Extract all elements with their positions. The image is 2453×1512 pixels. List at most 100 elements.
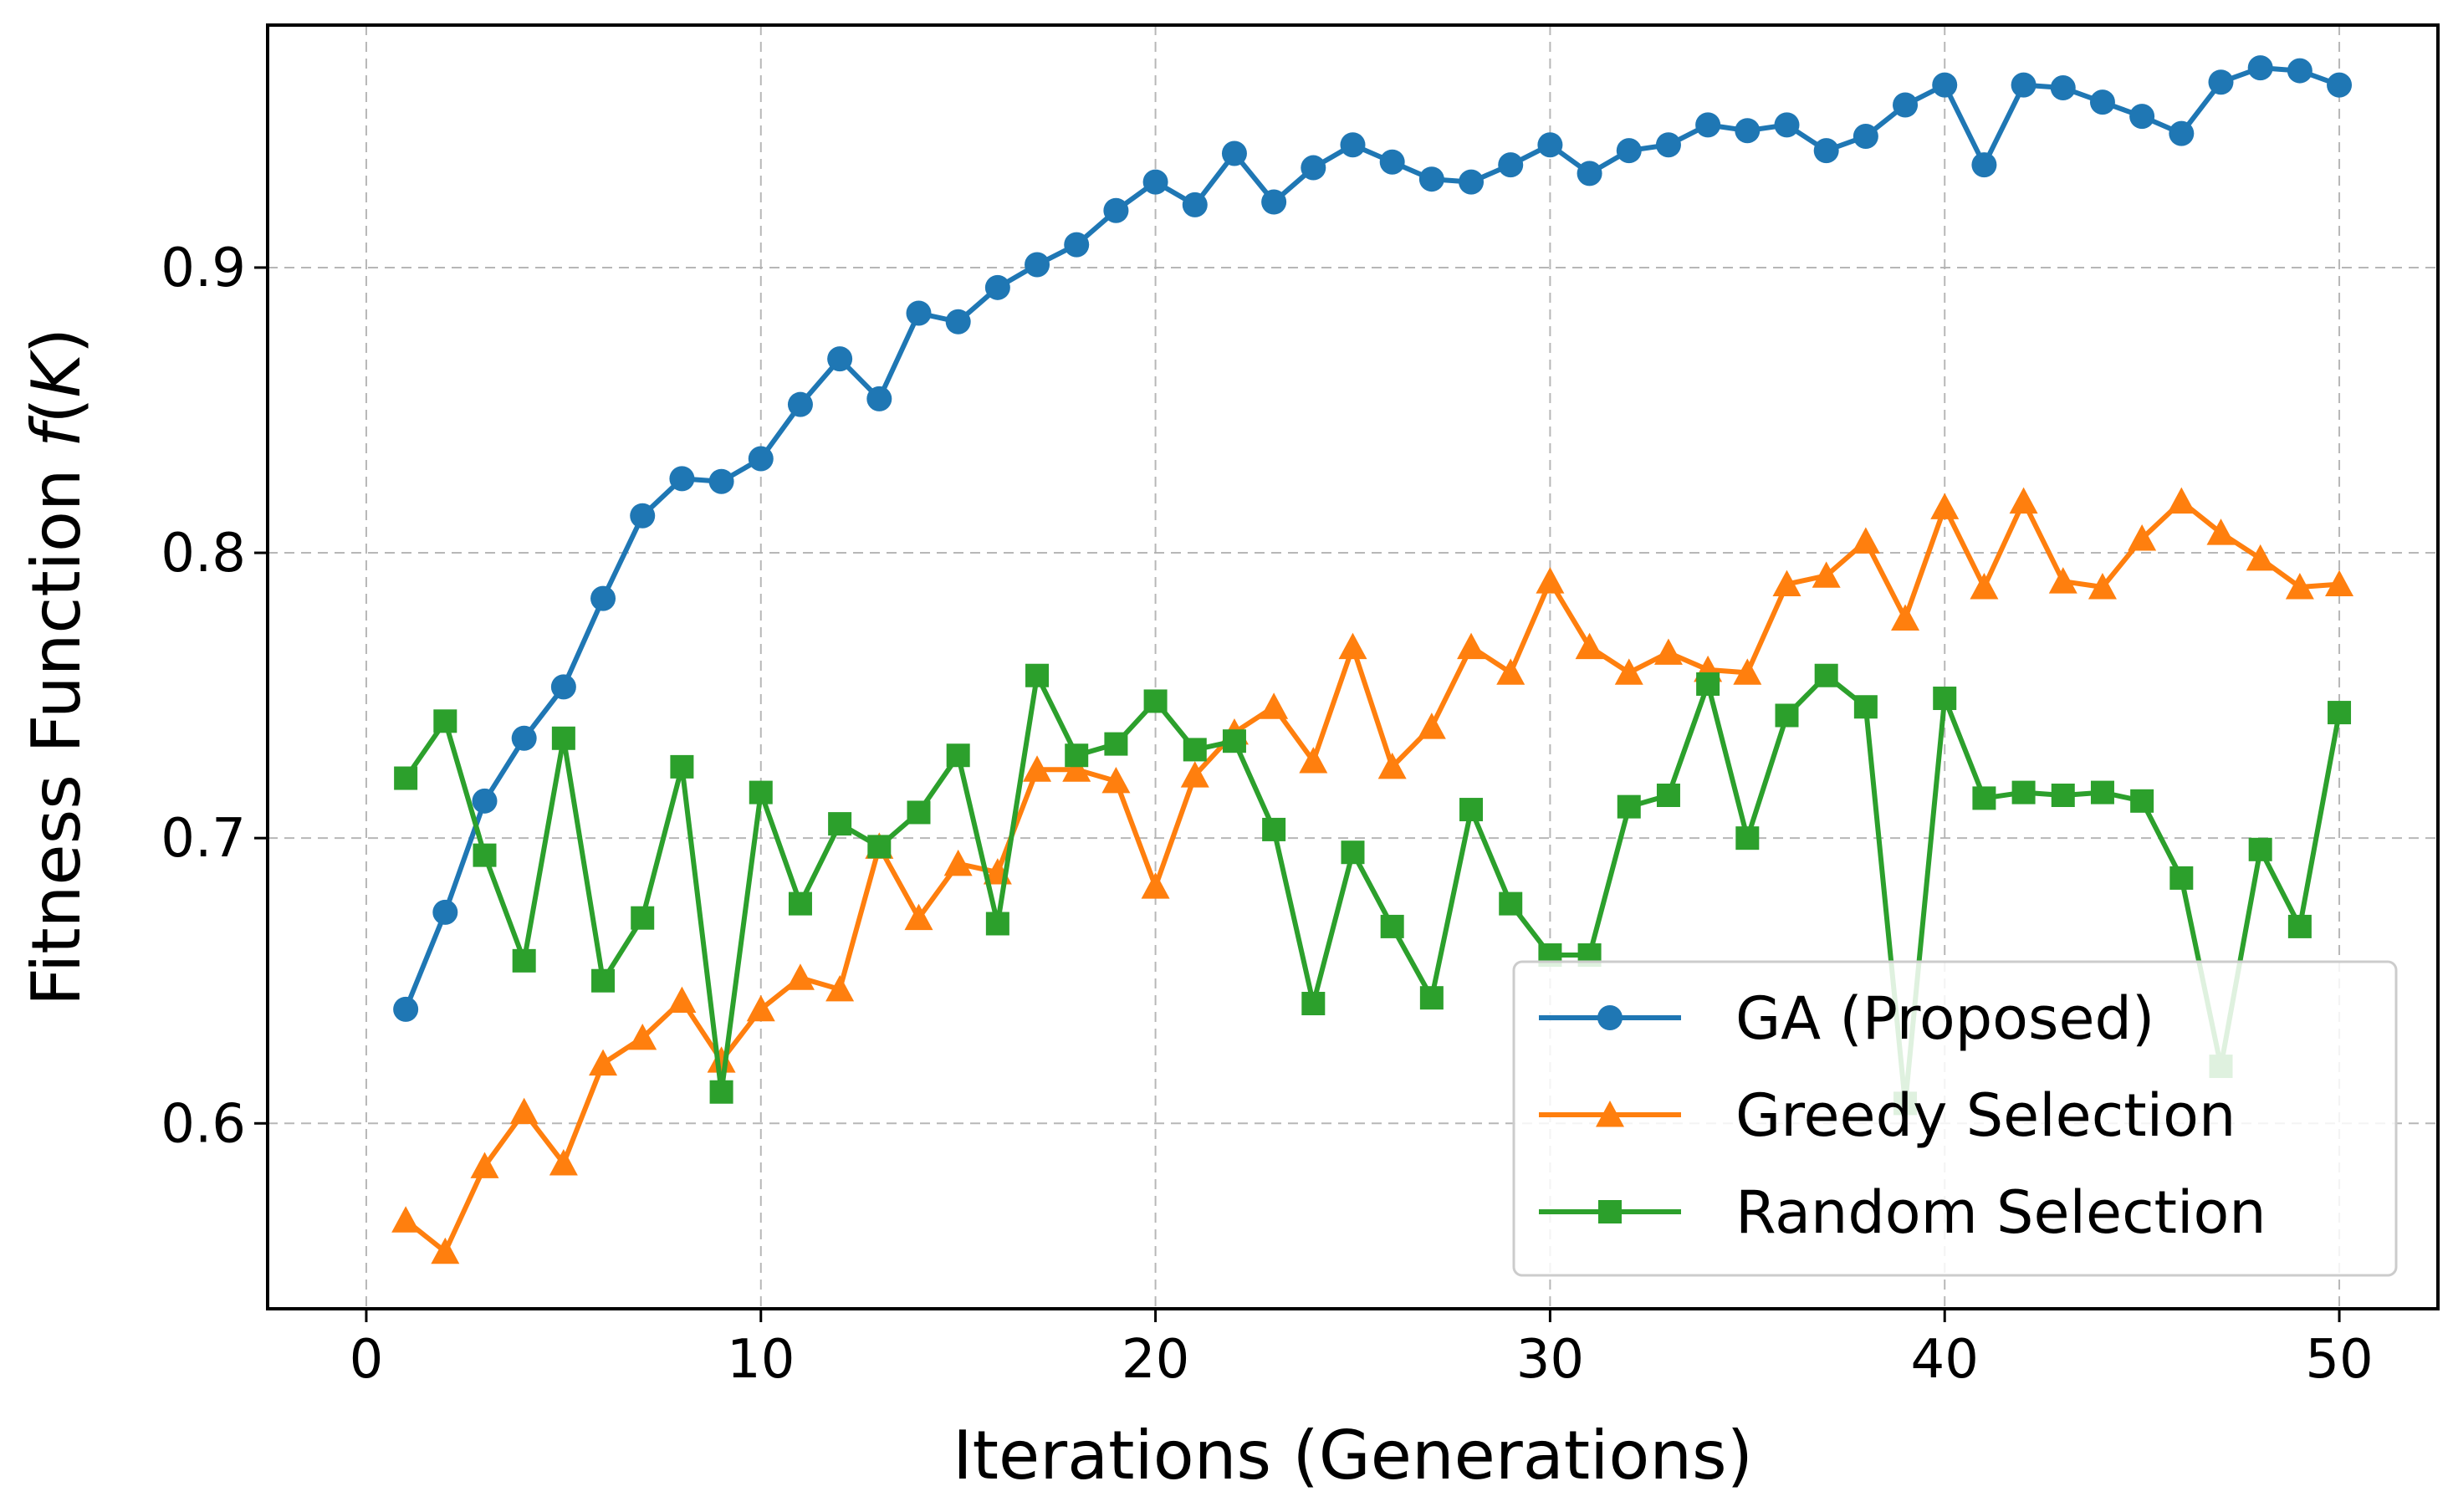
legend-items: GA (Proposed) Greedy Selection Random Sele… <box>1539 984 2266 1247</box>
data-point-greedy-selection <box>549 1149 578 1176</box>
data-point-greedy-selection <box>628 1023 657 1050</box>
data-point-random-selection <box>1262 817 1286 841</box>
legend-item-greedy-selection: Greedy Selection <box>1539 1081 2236 1150</box>
data-point-random-selection <box>2328 701 2352 725</box>
data-point-ga-proposed <box>2169 120 2195 146</box>
data-point-ga-proposed <box>1103 197 1129 223</box>
data-point-greedy-selection <box>1101 766 1131 794</box>
data-point-greedy-selection <box>1772 570 1801 597</box>
data-point-ga-proposed <box>906 300 932 326</box>
y-axis-label-open: ( <box>18 398 95 424</box>
data-point-greedy-selection <box>1180 761 1209 788</box>
data-point-ga-proposed <box>669 466 695 492</box>
data-point-greedy-selection <box>431 1237 460 1264</box>
data-point-ga-proposed <box>1142 169 1168 195</box>
data-point-random-selection <box>709 1080 733 1104</box>
data-point-random-selection <box>433 709 457 733</box>
legend: GA (Proposed) Greedy Selection Random Sele… <box>1512 960 2398 1277</box>
data-point-greedy-selection <box>1812 561 1841 588</box>
data-point-random-selection <box>1419 986 1444 1010</box>
data-point-greedy-selection <box>2128 524 2157 551</box>
y-tick-label: 0.9 <box>161 238 246 299</box>
data-point-ga-proposed <box>2327 72 2353 98</box>
data-point-random-selection <box>2287 914 2312 938</box>
y-axis-label-close: ) <box>18 328 95 354</box>
data-point-ga-proposed <box>708 468 734 494</box>
data-point-random-selection <box>1853 695 1878 719</box>
data-point-ga-proposed <box>1616 138 1642 164</box>
data-point-random-selection <box>1735 826 1760 850</box>
axis-ticks: 0 10 20 30 40 50 0.6 0.7 0.8 0.9 <box>161 238 2374 1391</box>
data-point-random-selection <box>1499 891 1523 916</box>
data-point-random-selection <box>1775 703 1799 728</box>
data-point-greedy-selection <box>707 1046 736 1073</box>
legend-marker-greedy-selection <box>1596 1101 1624 1127</box>
y-axis-label-prefix: Fitness Function <box>18 447 95 1006</box>
data-point-ga-proposed <box>1971 152 1997 178</box>
data-point-ga-proposed <box>1893 92 1919 118</box>
data-point-greedy-selection <box>2167 487 2196 514</box>
data-point-greedy-selection <box>2009 487 2038 514</box>
data-point-random-selection <box>1065 743 1089 768</box>
data-point-random-selection <box>2130 789 2154 813</box>
data-point-random-selection <box>1617 794 1641 819</box>
data-point-greedy-selection <box>667 986 697 1014</box>
data-point-random-selection <box>1459 798 1484 822</box>
data-point-random-selection <box>1933 687 1957 711</box>
data-point-ga-proposed <box>787 391 813 417</box>
data-point-greedy-selection <box>943 849 973 876</box>
data-point-random-selection <box>788 891 812 916</box>
data-point-ga-proposed <box>2129 104 2155 130</box>
data-point-greedy-selection <box>1851 527 1880 554</box>
data-point-ga-proposed <box>1025 252 1050 278</box>
data-point-ga-proposed <box>2287 58 2312 84</box>
data-point-ga-proposed <box>1774 112 1800 138</box>
data-point-ga-proposed <box>1182 192 1208 217</box>
data-point-greedy-selection <box>1653 638 1683 665</box>
legend-box <box>1512 960 2398 1277</box>
data-point-ga-proposed <box>393 996 419 1022</box>
data-point-random-selection <box>631 906 655 930</box>
data-point-ga-proposed <box>2089 89 2115 115</box>
data-point-random-selection <box>591 968 616 993</box>
data-point-greedy-selection <box>1062 755 1091 782</box>
data-point-ga-proposed <box>550 674 576 700</box>
data-point-greedy-selection <box>391 1206 421 1233</box>
data-point-ga-proposed <box>2208 69 2234 95</box>
y-tick-label: 0.8 <box>161 523 246 585</box>
legend-label-greedy-selection: Greedy Selection <box>1735 1081 2236 1150</box>
data-point-ga-proposed <box>2247 55 2273 81</box>
data-point-greedy-selection <box>2246 544 2275 571</box>
data-point-random-selection <box>1183 738 1207 762</box>
data-point-greedy-selection <box>1536 567 1565 594</box>
data-point-ga-proposed <box>2050 75 2076 101</box>
data-point-ga-proposed <box>1418 166 1444 192</box>
data-point-greedy-selection <box>509 1097 539 1125</box>
data-point-greedy-selection <box>2325 570 2354 597</box>
data-point-random-selection <box>1696 672 1720 696</box>
data-point-greedy-selection <box>1457 632 1486 660</box>
x-tick-label: 40 <box>1911 1329 1979 1391</box>
x-tick-label: 20 <box>1122 1329 1189 1391</box>
y-tick-label: 0.7 <box>161 808 246 870</box>
data-point-random-selection <box>551 726 575 750</box>
data-point-greedy-selection <box>589 1049 618 1076</box>
data-point-greedy-selection <box>2206 518 2236 545</box>
data-point-ga-proposed <box>1064 232 1090 258</box>
data-point-random-selection <box>1301 992 1326 1016</box>
y-axis-label-k: K <box>18 350 95 398</box>
data-point-greedy-selection <box>2088 572 2117 600</box>
data-point-random-selection <box>670 754 694 779</box>
data-point-ga-proposed <box>1577 161 1602 186</box>
data-point-greedy-selection <box>1417 713 1446 739</box>
data-point-random-selection <box>1104 732 1128 756</box>
data-point-random-selection <box>1380 914 1404 938</box>
data-point-ga-proposed <box>1537 132 1563 158</box>
data-point-ga-proposed <box>2011 72 2037 98</box>
data-point-ga-proposed <box>827 346 853 372</box>
data-point-greedy-selection <box>1023 755 1052 782</box>
data-point-ga-proposed <box>748 446 774 472</box>
data-point-random-selection <box>473 843 497 867</box>
